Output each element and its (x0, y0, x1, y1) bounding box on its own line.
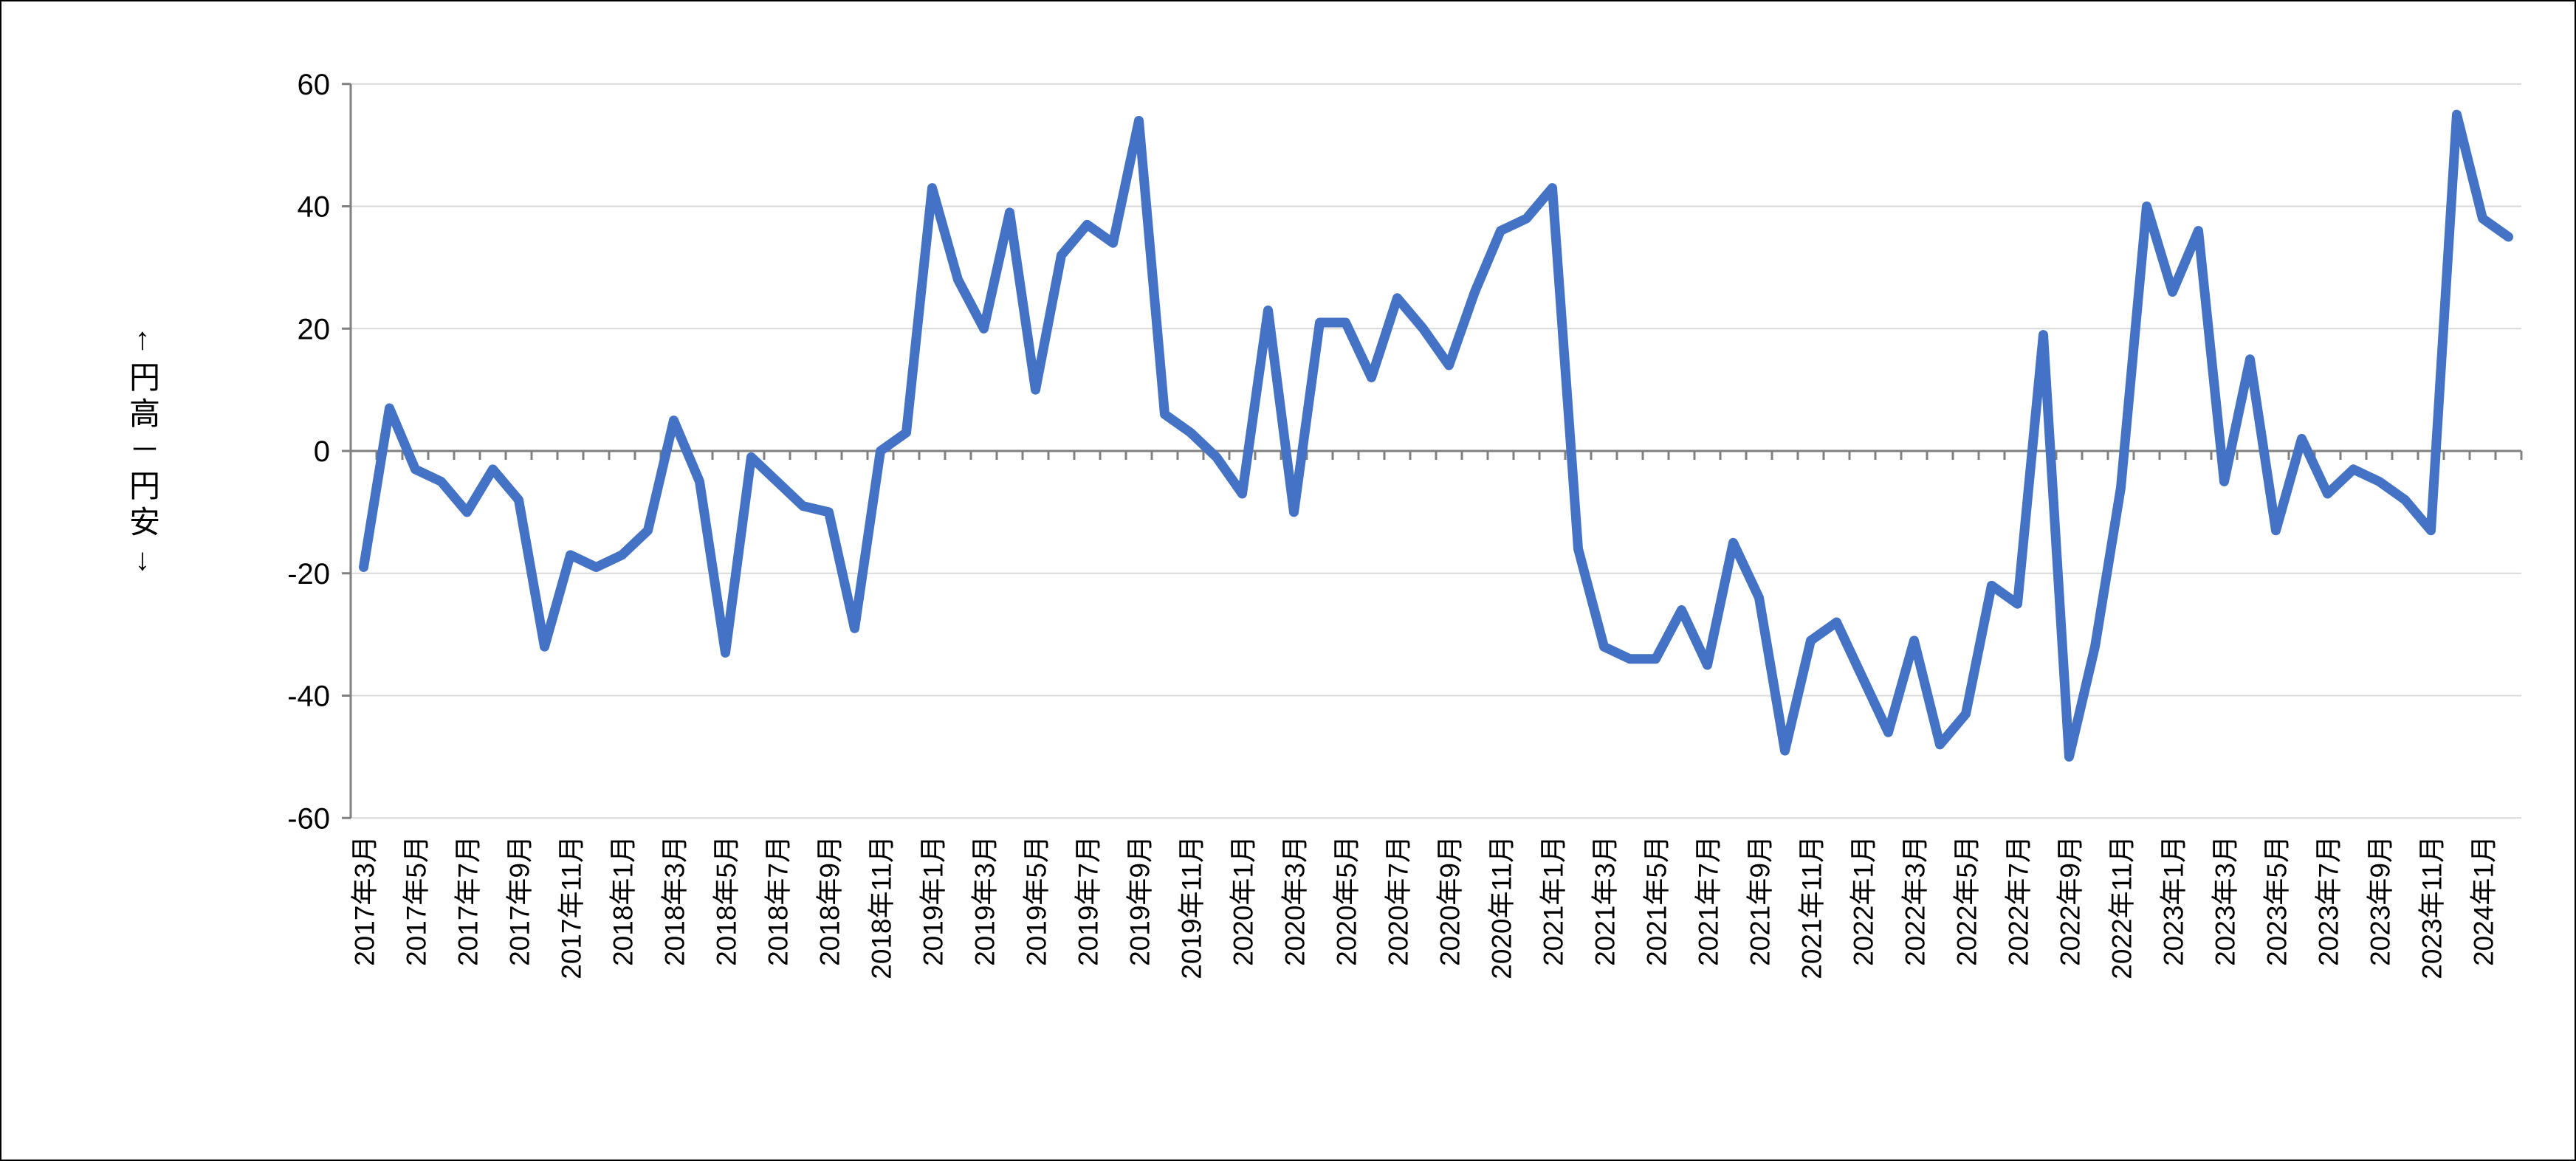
x-tick-label: 2023年9月 (2366, 836, 2396, 966)
x-tick-label: 2019年3月 (970, 836, 1000, 966)
tick-marks (342, 83, 2523, 819)
series-円高円安DI (359, 109, 2513, 762)
y-tick-label: -60 (287, 802, 330, 835)
x-tick-label: 2021年5月 (1642, 836, 1672, 966)
x-tick-label: 2020年3月 (1280, 836, 1311, 966)
x-tick-label: 2019年7月 (1074, 836, 1104, 966)
x-tick-label: 2022年5月 (1952, 836, 1982, 966)
x-tick-label: 2019年1月 (918, 836, 949, 966)
x-tick-label: 2023年7月 (2314, 836, 2344, 966)
x-tick-label: 2019年5月 (1022, 836, 1052, 966)
x-tick-label: 2023年5月 (2262, 836, 2292, 966)
x-tick-label: 2023年1月 (2159, 836, 2189, 966)
x-tick-label: 2018年11月 (867, 836, 897, 979)
x-tick-label: 2017年7月 (453, 836, 484, 966)
x-tick-label: 2021年11月 (1797, 836, 1827, 979)
y-tick-label: 40 (298, 191, 331, 224)
x-tick-label: 2018年1月 (608, 836, 639, 966)
x-tick-label: 2020年1月 (1229, 836, 1259, 966)
x-tick-label: 2022年3月 (1900, 836, 1931, 966)
x-tick-label: 2018年7月 (763, 836, 794, 966)
x-tick-label: 2020年7月 (1384, 836, 1414, 966)
x-tick-label: 2017年3月 (350, 836, 380, 966)
y-tick-label: 0 (314, 435, 330, 468)
y-tick-label: -40 (287, 681, 330, 713)
x-tick-label: 2019年9月 (1125, 836, 1155, 966)
x-tick-label: 2018年9月 (815, 836, 845, 966)
series-line (359, 109, 2513, 762)
x-tick-label: 2019年11月 (1177, 836, 1207, 979)
x-tick-label: 2022年1月 (1849, 836, 1879, 966)
x-tick-label: 2017年5月 (402, 836, 432, 966)
x-tick-label: 2020年11月 (1487, 836, 1517, 979)
y-tick-label: -20 (287, 558, 330, 590)
x-axis-labels: 2017年3月 2017年5月 2017年7月 2017年9月 2017年11月 2018… (350, 836, 2499, 979)
x-tick-label: 2022年7月 (2004, 836, 2034, 966)
x-tick-label: 2023年11月 (2417, 836, 2448, 979)
x-tick-label: 2021年7月 (1694, 836, 1724, 966)
x-tick-label: 2018年3月 (660, 836, 690, 966)
x-tick-label: 2021年9月 (1745, 836, 1776, 966)
y-tick-label: 60 (298, 69, 331, 101)
x-tick-label: 2024年1月 (2469, 836, 2499, 966)
x-tick-label: 2022年11月 (2107, 836, 2137, 979)
x-tick-label: 2021年1月 (1539, 836, 1569, 966)
x-tick-label: 2017年11月 (557, 836, 587, 979)
x-tick-label: 2023年3月 (2211, 836, 2241, 966)
x-tick-label: 2020年9月 (1435, 836, 1466, 966)
y-axis-title: ↑円高－円安↓ (125, 320, 160, 582)
y-tick-label: 20 (298, 313, 331, 345)
x-tick-label: 2020年5月 (1332, 836, 1362, 966)
x-tick-label: 2018年5月 (712, 836, 742, 966)
x-tick-label: 2022年9月 (2055, 836, 2086, 966)
x-tick-label: 2021年3月 (1590, 836, 1621, 966)
y-axis-labels: 60 40 20 0 -20 -40 -60 (287, 69, 330, 836)
x-tick-label: 2017年9月 (505, 836, 535, 966)
